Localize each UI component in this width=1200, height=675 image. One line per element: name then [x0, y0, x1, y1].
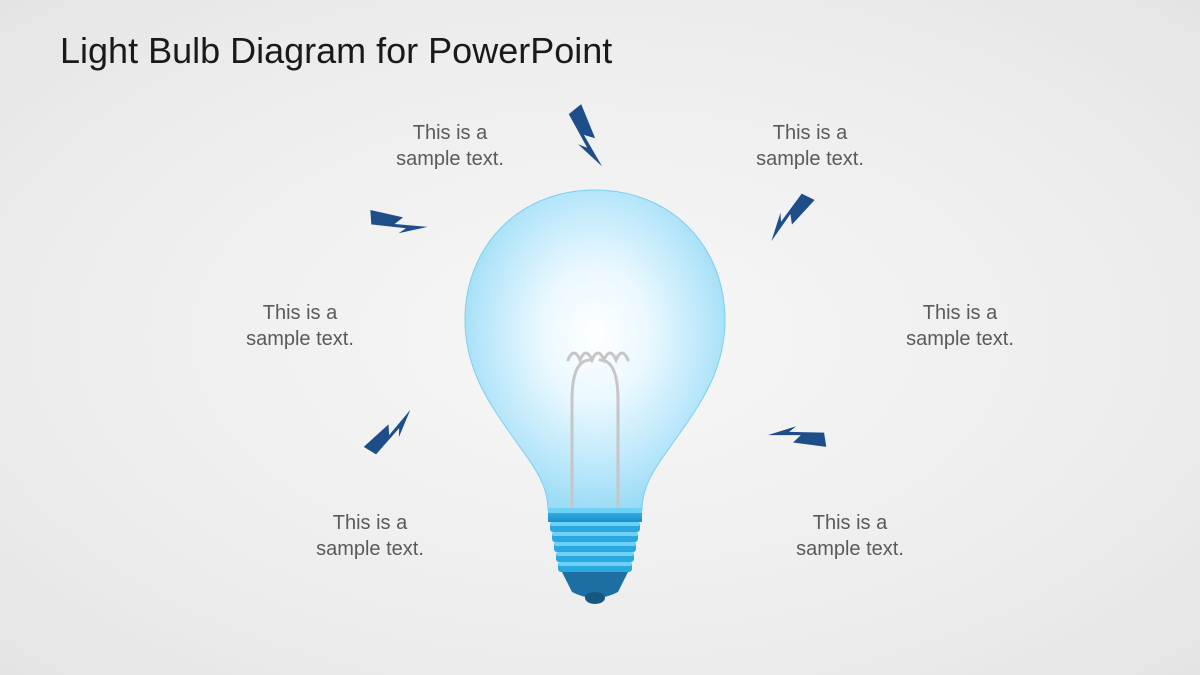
diagram-label: This is a sample text.: [760, 510, 940, 562]
label-line2: sample text.: [396, 148, 504, 170]
label-line1: This is a: [333, 512, 407, 534]
label-line1: This is a: [263, 302, 337, 324]
label-line1: This is a: [773, 122, 847, 144]
label-line2: sample text.: [316, 538, 424, 560]
bulb-glass: [465, 190, 725, 510]
label-line1: This is a: [813, 512, 887, 534]
label-line1: This is a: [923, 302, 997, 324]
diagram-stage: This is a sample text. This is a sample …: [0, 0, 1200, 675]
lightning-bolt-icon: [559, 102, 611, 193]
diagram-label: This is a sample text.: [210, 300, 390, 352]
diagram-label: This is a sample text.: [360, 120, 540, 172]
diagram-label: This is a sample text.: [870, 300, 1050, 352]
diagram-label: This is a sample text.: [720, 120, 900, 172]
label-line2: sample text.: [796, 538, 904, 560]
label-line2: sample text.: [906, 328, 1014, 350]
label-line2: sample text.: [246, 328, 354, 350]
bulb-base: [548, 508, 642, 604]
label-line1: This is a: [413, 122, 487, 144]
label-line2: sample text.: [756, 148, 864, 170]
diagram-label: This is a sample text.: [280, 510, 460, 562]
